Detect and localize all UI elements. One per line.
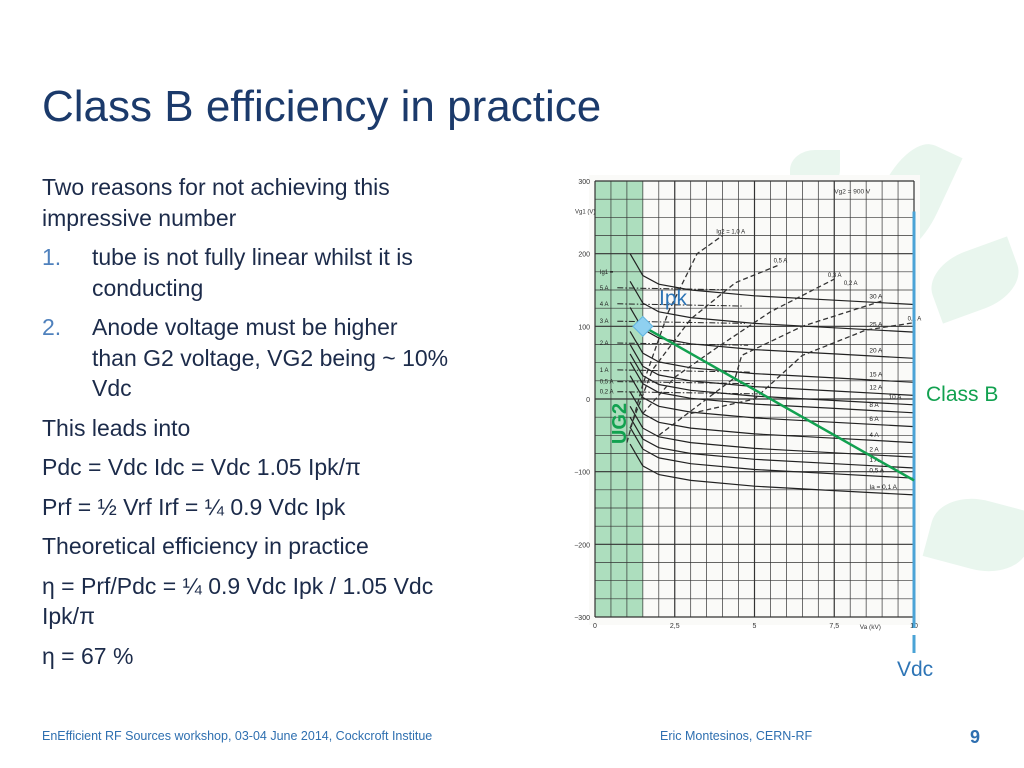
anode-current-label: 1 A — [869, 457, 879, 464]
screen-current-label: 0,3 A — [828, 273, 842, 279]
anode-current-label: 12 A — [869, 385, 883, 392]
list-number: 1. — [42, 244, 62, 270]
anode-current-curve — [629, 344, 915, 396]
footer-event: EnEfficient RF Sources workshop, 03-04 J… — [42, 729, 433, 743]
text-line: conducting — [92, 274, 204, 301]
anode-current-label: 8 A — [869, 402, 879, 409]
numbered-item: 2. Anode voltage must be higher than G2 vo… — [42, 312, 512, 404]
anode-current-curve — [629, 375, 915, 428]
paragraph: This leads into — [42, 413, 512, 444]
paragraph: η = Prf/Pdc = ¼ 0.9 Vdc Ipk / 1.05 Vdc Ip… — [42, 571, 512, 632]
grid-current-curve — [617, 287, 739, 291]
text-line: η = 67 % — [42, 642, 134, 669]
grid-current-label: 2 A — [600, 341, 609, 347]
grid-current-curve — [617, 369, 752, 373]
anode-current-curve — [629, 416, 915, 469]
y-tick-label: −200 — [574, 542, 590, 549]
paragraph: Two reasons for not achieving this impres… — [42, 172, 512, 233]
class-b-label: Class B — [926, 383, 999, 406]
anode-current-label: 4 A — [869, 432, 879, 439]
text-line: impressive number — [42, 204, 237, 231]
text-line: than G2 voltage, VG2 being ~ 10% — [92, 344, 449, 371]
text-line: This leads into — [42, 414, 191, 441]
x-tick-label: 2,5 — [670, 623, 680, 630]
list-number: 2. — [42, 314, 62, 340]
text-line: Prf = ½ Vrf Irf = ¼ 0.9 Vdc Ipk — [42, 493, 346, 520]
anode-current-label: 20 A — [869, 347, 883, 354]
text-line: Two reasons for not achieving this — [42, 174, 390, 200]
y-tick-label: 300 — [578, 179, 590, 186]
anode-current-curve — [629, 391, 915, 444]
paragraph: Theoretical efficiency in practice — [42, 531, 512, 562]
grid-current-label: 0,2 A — [600, 390, 614, 396]
condition-label: Vg2 = 900 V — [834, 188, 871, 195]
anode-current-label: Ia = 0,1 A — [869, 484, 897, 491]
screen-current-label: 0,5 A — [774, 258, 788, 264]
anode-current-curve — [629, 405, 915, 458]
anode-current-label: 2 A — [869, 446, 879, 453]
anode-current-curve — [629, 280, 915, 333]
screen-current-label: 0,2 A — [844, 281, 858, 287]
x-axis-label: Va (kV) — [860, 624, 881, 631]
screen-current-curve — [658, 300, 883, 436]
anode-current-label: 15 A — [869, 371, 883, 378]
text-line: Pdc = Vdc Idc = Vdc 1.05 Ipk/π — [42, 454, 361, 480]
anode-current-label: 30 A — [869, 294, 883, 301]
screen-current-curve — [626, 234, 723, 443]
text-line: Theoretical efficiency in practice — [42, 533, 369, 559]
paragraph: Pdc = Vdc Idc = Vdc 1.05 Ipk/π — [42, 452, 512, 483]
screen-current-curve — [690, 322, 915, 415]
page-number: 9 — [970, 727, 981, 747]
ipk-label: Ipk — [659, 287, 688, 310]
y-tick-label: −100 — [574, 470, 590, 477]
anode-current-label: 6 A — [869, 416, 879, 423]
y-axis-label: Vg1 (V) — [575, 210, 595, 216]
vdc-label: Vdc — [897, 658, 934, 681]
grid-current-label: 1 A — [600, 368, 609, 374]
ipk-marker — [632, 315, 654, 337]
screen-current-label: Ig2 = 1,0 A — [716, 229, 745, 235]
anode-current-curve — [629, 253, 915, 306]
ug2-label: UG2 — [609, 402, 632, 445]
anode-current-label: 25 A — [869, 321, 883, 328]
numbered-item: 1. tube is not fully linear whilst it is c… — [42, 242, 512, 303]
slide-title: Class B efficiency in practice — [42, 82, 602, 131]
text-line: η = Prf/Pdc = ¼ 0.9 Vdc Ipk / 1.05 Vdc — [42, 572, 434, 599]
anode-current-label: 10 A — [888, 394, 902, 401]
text-line: Vdc — [92, 375, 132, 401]
paragraph: η = 67 % — [42, 641, 512, 672]
grid-current-label: 4 A — [600, 302, 609, 308]
y-tick-label: 0 — [586, 397, 590, 404]
anode-current-curve — [629, 331, 915, 383]
slide-body: Two reasons for not achieving this impres… — [42, 172, 512, 680]
y-tick-label: −300 — [574, 615, 590, 622]
screen-current-curve — [629, 263, 781, 429]
screen-current-curve — [642, 278, 835, 414]
x-tick-label: 5 — [753, 623, 757, 630]
y-tick-label: 100 — [578, 324, 590, 331]
x-tick-label: 0 — [593, 623, 597, 630]
anode-current-curve — [629, 443, 915, 496]
text-line: Ipk/π — [42, 603, 95, 629]
y-tick-label: 200 — [578, 252, 590, 259]
paragraph: Prf = ½ Vrf Irf = ¼ 0.9 Vdc Ipk — [42, 492, 512, 523]
class-b-load-line — [642, 325, 915, 482]
grid-current-label: 0,5 A — [600, 380, 614, 386]
anode-current-curve — [629, 426, 915, 479]
grid-current-label: 3 A — [600, 319, 609, 325]
anode-current-label: 0,5 A — [869, 467, 884, 474]
anode-current-curve — [629, 353, 915, 406]
grid-current-curve — [617, 320, 745, 324]
x-tick-label: 7,5 — [829, 623, 839, 630]
text-line: Anode voltage must be higher — [92, 314, 398, 340]
grid-current-title: Ig1 = — [600, 270, 614, 276]
grid-current-curve — [617, 303, 742, 307]
footer-author: Eric Montesinos, CERN-RF — [660, 729, 813, 743]
grid-current-label: 5 A — [600, 286, 609, 292]
text-line: tube is not fully linear whilst it is — [92, 244, 413, 270]
grid-current-curve — [617, 342, 749, 346]
